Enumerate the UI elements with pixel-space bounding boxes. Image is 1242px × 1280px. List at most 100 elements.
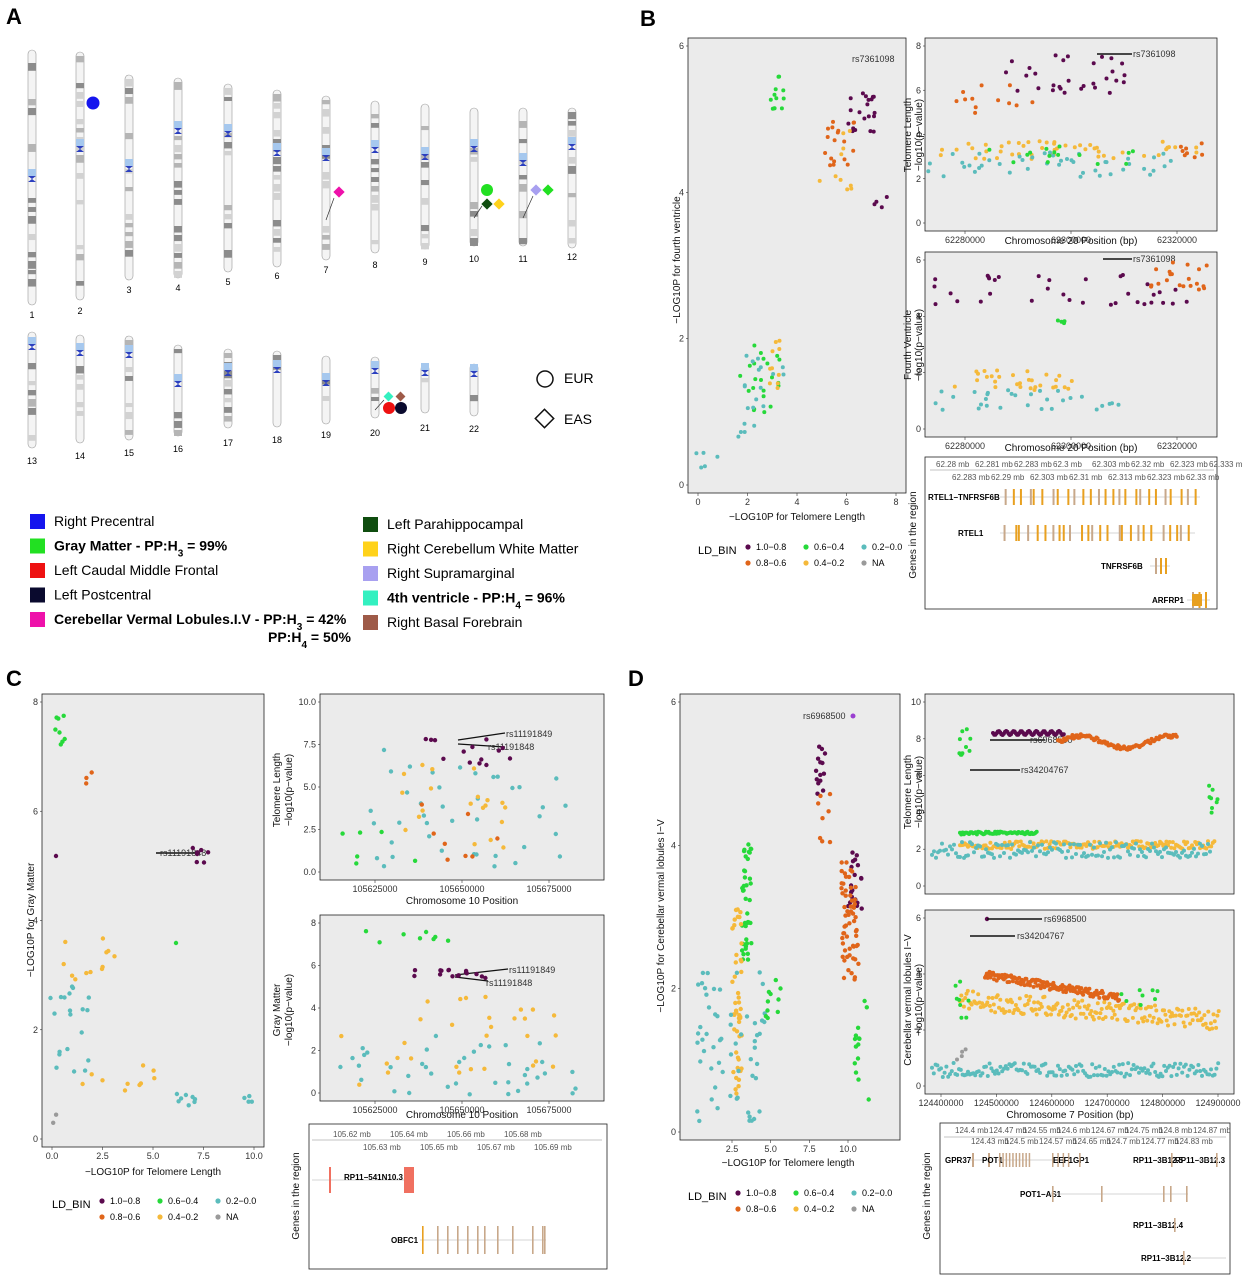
data-point bbox=[830, 125, 835, 130]
data-point bbox=[1160, 1074, 1165, 1079]
data-point bbox=[67, 991, 72, 996]
data-point bbox=[1120, 273, 1125, 277]
data-point bbox=[730, 979, 735, 984]
data-point bbox=[1061, 292, 1066, 297]
caudal-middle-frontal-eur-marker bbox=[383, 402, 395, 414]
data-point bbox=[976, 1069, 981, 1074]
chromosome-21: 21 bbox=[420, 363, 430, 433]
data-point bbox=[994, 1068, 999, 1073]
data-point bbox=[932, 849, 936, 854]
data-point bbox=[1110, 845, 1114, 850]
data-point bbox=[1044, 146, 1049, 151]
data-point bbox=[475, 794, 481, 799]
x-tick-label: 6 bbox=[844, 497, 849, 507]
exon bbox=[1012, 489, 1015, 505]
data-point bbox=[736, 1077, 742, 1083]
data-point bbox=[542, 1071, 548, 1076]
data-point bbox=[697, 1118, 702, 1124]
data-point bbox=[816, 781, 821, 786]
data-point bbox=[1117, 1062, 1122, 1067]
trait-color-swatch bbox=[30, 587, 45, 603]
gene-name: POT1 bbox=[982, 1156, 1003, 1165]
panel-c-top-annotation1: rs11191849 bbox=[506, 729, 552, 739]
data-point bbox=[851, 120, 856, 125]
data-point bbox=[506, 1091, 511, 1097]
data-point bbox=[1115, 992, 1120, 997]
data-point bbox=[759, 378, 763, 382]
data-point bbox=[507, 756, 513, 761]
data-point bbox=[998, 405, 1003, 410]
exon bbox=[1106, 525, 1109, 541]
data-point bbox=[733, 907, 739, 913]
chromosome-number: 16 bbox=[173, 444, 183, 454]
data-point bbox=[89, 1072, 94, 1077]
data-point bbox=[357, 830, 363, 835]
data-point bbox=[694, 451, 699, 456]
data-point bbox=[1162, 1063, 1167, 1068]
ld-legend-label: 1.0−0.8 bbox=[746, 1188, 776, 1198]
data-point bbox=[709, 1097, 714, 1102]
data-point bbox=[357, 1082, 362, 1087]
ruler-label: 105.64 mb bbox=[390, 1130, 428, 1139]
data-point bbox=[959, 1054, 964, 1059]
data-point bbox=[1192, 846, 1196, 851]
data-point bbox=[1077, 1005, 1082, 1010]
data-point bbox=[742, 875, 748, 880]
centromere-marker bbox=[125, 352, 133, 358]
data-point bbox=[753, 377, 758, 382]
data-point bbox=[1031, 841, 1036, 846]
data-point bbox=[734, 1029, 740, 1034]
exon bbox=[1029, 489, 1032, 505]
chromosome-pale-band bbox=[322, 373, 330, 380]
panel-d-genes-ylabel: Genes in the region bbox=[922, 1152, 933, 1239]
data-point bbox=[820, 816, 825, 821]
data-point bbox=[1142, 1066, 1147, 1071]
data-point bbox=[1103, 1015, 1108, 1020]
exon bbox=[1041, 489, 1044, 505]
data-point bbox=[715, 454, 720, 459]
data-point bbox=[57, 1052, 62, 1057]
data-point bbox=[750, 359, 755, 364]
chromosome-band bbox=[76, 101, 84, 107]
x-tick-label: 5.0 bbox=[764, 1144, 777, 1154]
data-point bbox=[855, 1025, 861, 1031]
data-point bbox=[938, 848, 942, 853]
chromosome-band bbox=[519, 175, 527, 180]
data-point bbox=[967, 748, 972, 753]
data-point bbox=[1044, 372, 1049, 377]
data-point bbox=[1065, 54, 1070, 59]
centromere-marker bbox=[470, 146, 478, 152]
ruler-label: 62.29 mb bbox=[991, 473, 1025, 482]
data-point bbox=[1072, 842, 1076, 847]
data-point bbox=[1068, 842, 1072, 847]
data-point bbox=[1081, 992, 1086, 997]
data-point bbox=[540, 805, 545, 810]
data-point bbox=[402, 1040, 407, 1046]
data-point bbox=[1216, 1061, 1221, 1066]
data-point bbox=[1142, 302, 1147, 307]
gene-name: EEF1GP1 bbox=[1053, 1156, 1090, 1165]
exon bbox=[1044, 525, 1047, 541]
data-point bbox=[985, 273, 990, 278]
data-point bbox=[845, 187, 850, 192]
data-point bbox=[734, 952, 739, 958]
data-point bbox=[1140, 850, 1144, 854]
data-point bbox=[1020, 1068, 1024, 1073]
chromosome-band bbox=[470, 229, 478, 237]
data-point bbox=[1057, 1067, 1062, 1072]
data-point bbox=[948, 1072, 952, 1077]
chromosome-pale-band bbox=[273, 360, 281, 367]
data-point bbox=[1026, 140, 1031, 145]
data-point bbox=[733, 1000, 738, 1006]
ruler-label: 105.66 mb bbox=[447, 1130, 485, 1139]
chromosome-pale-band bbox=[470, 139, 478, 146]
data-point bbox=[176, 1099, 181, 1104]
data-point bbox=[852, 1036, 858, 1042]
data-point bbox=[1081, 84, 1086, 88]
exon bbox=[1186, 489, 1189, 505]
data-point bbox=[1116, 402, 1121, 407]
data-point bbox=[553, 831, 558, 837]
chromosome-band bbox=[519, 238, 527, 245]
data-point bbox=[1071, 1005, 1076, 1010]
